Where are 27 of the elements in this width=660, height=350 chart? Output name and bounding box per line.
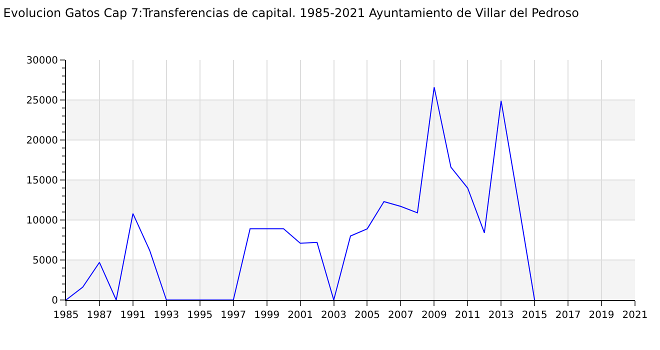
x-tick-label: 1987 <box>86 310 112 321</box>
y-tick-label: 20000 <box>26 136 58 146</box>
x-tick-label: 2003 <box>321 310 346 321</box>
y-tick-label: 15000 <box>26 176 58 186</box>
x-tick-label: 2015 <box>522 310 548 321</box>
y-tick-label: 0 <box>52 296 58 306</box>
x-tick-label: 2007 <box>388 310 414 321</box>
line-series <box>66 86 536 300</box>
x-tick-label: 2017 <box>555 310 581 321</box>
x-tick-label: 2001 <box>288 310 314 321</box>
x-tick-label: 2019 <box>588 310 614 321</box>
x-tick-label: 2005 <box>354 310 380 321</box>
x-tick-label: 2021 <box>622 310 648 321</box>
x-tick-label: 1993 <box>154 310 180 321</box>
x-tick-label: 2011 <box>454 310 480 321</box>
x-tick-label: 1991 <box>120 310 146 321</box>
x-tick-label: 1985 <box>53 310 79 321</box>
x-tick-label: 1997 <box>220 310 246 321</box>
y-tick-label: 5000 <box>32 256 58 266</box>
x-tick-label: 2013 <box>488 310 514 321</box>
x-tick-label: 1995 <box>187 310 213 321</box>
x-tick-label: 1999 <box>254 310 280 321</box>
y-tick-label: 30000 <box>26 56 58 66</box>
chart-title: Evolucion Gatos Cap 7:Transferencias de capital. 1985-2021 Ayuntamiento de Villar del Pedroso <box>3 6 579 20</box>
y-tick-label: 25000 <box>26 96 58 106</box>
y-tick-label: 10000 <box>26 216 58 226</box>
x-tick-label: 2009 <box>421 310 447 321</box>
